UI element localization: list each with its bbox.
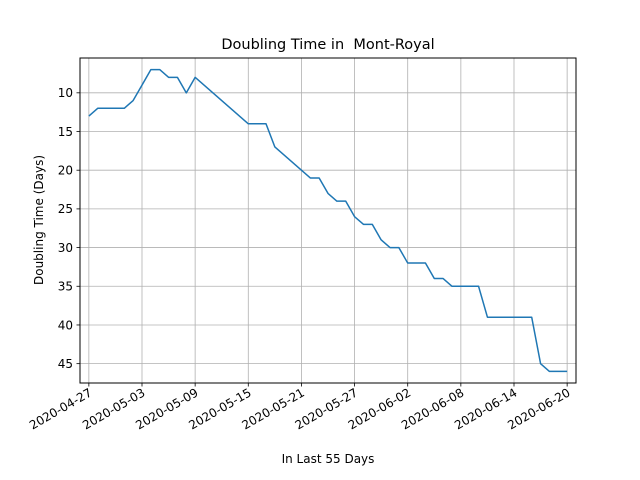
y-tick-label: 10: [58, 86, 73, 100]
y-axis: 10 15 20 25 30 35 40 45: [58, 86, 80, 371]
y-tick-label: 25: [58, 202, 73, 216]
y-tick-label: 30: [58, 241, 73, 255]
series-layer: [88, 68, 568, 373]
y-tick-label: 40: [58, 318, 73, 332]
y-tick-label: 45: [58, 357, 73, 371]
series-line: [88, 68, 568, 373]
x-axis-label: In Last 55 Days: [282, 452, 375, 466]
chart-title: Doubling Time in Mont-Royal: [221, 37, 434, 53]
y-tick-label: 20: [58, 164, 73, 178]
grid: [80, 58, 576, 383]
y-axis-label: Doubling Time (Days): [32, 155, 46, 285]
x-axis: 2020-04-272020-05-032020-05-092020-05-15…: [27, 383, 573, 432]
plot-frame: [79, 57, 577, 384]
y-tick-label: 35: [58, 280, 73, 294]
y-tick-label: 15: [58, 125, 73, 139]
